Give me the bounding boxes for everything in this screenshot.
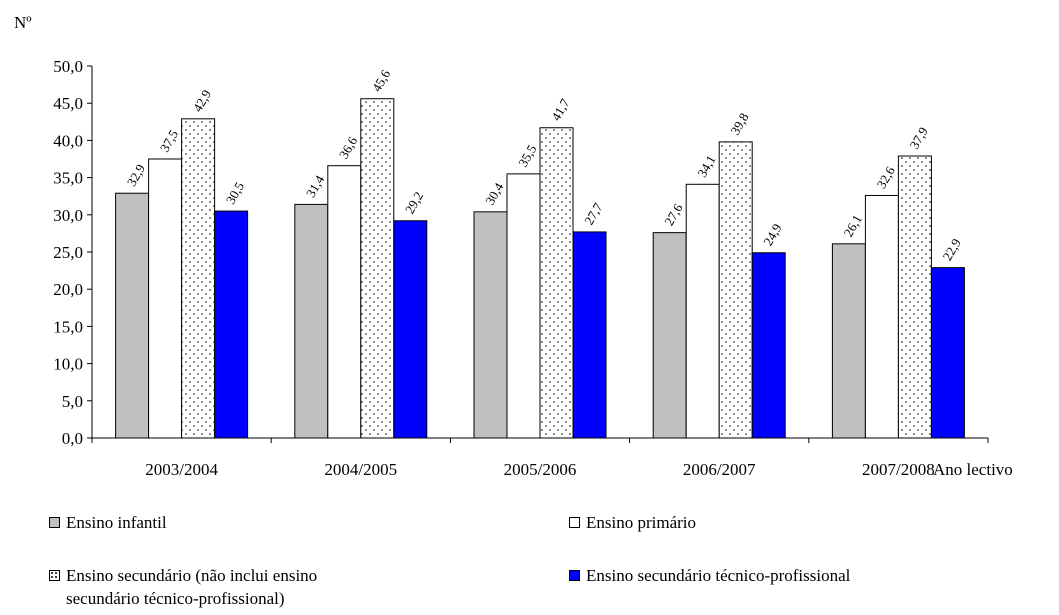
bar [685, 183, 720, 439]
bar [214, 210, 249, 439]
bar [327, 165, 362, 439]
y-tick-label: 25,0 [53, 243, 83, 262]
bar [864, 194, 899, 439]
bar-value-label: 34,1 [694, 153, 718, 180]
bar [751, 252, 786, 439]
bar-value-label: 37,5 [157, 127, 181, 154]
bar-value-label: 30,5 [223, 179, 247, 206]
y-tick-label: 50,0 [53, 57, 83, 76]
y-tick-label: 40,0 [53, 131, 83, 150]
y-axis: 0,0 5,0 10,0 15,0 20,0 25,0 30,0 35,0 40,0 45,0 50… [53, 57, 93, 448]
bar-value-label: 37,9 [907, 124, 931, 151]
bar-value-label: 26,1 [841, 212, 865, 239]
y-tick-label: 10,0 [53, 355, 83, 374]
bar-value-label: 42,9 [190, 87, 214, 114]
bar [473, 211, 508, 439]
bar [115, 192, 150, 439]
bar [897, 155, 932, 439]
y-tick-label: 30,0 [53, 206, 83, 225]
bar-value-label: 24,9 [760, 221, 784, 248]
bar [930, 267, 965, 439]
legend-label: Ensino primário [586, 513, 697, 532]
x-tick-label: 2003/2004 [145, 460, 218, 479]
bar [360, 98, 395, 439]
bar [572, 231, 607, 439]
x-axis-title: Ano lectivo [933, 460, 1013, 479]
legend-item-ensino-infantil: Ensino infantil [49, 511, 167, 534]
y-tick-label: 20,0 [53, 280, 83, 299]
legend-swatch-tecnico [569, 569, 580, 581]
legend-item-ensino-secundario: Ensino secundário (não inclui ensino secu… [49, 564, 317, 610]
bar-value-label: 27,7 [581, 200, 606, 228]
bar-value-label: 29,2 [402, 189, 426, 216]
bar [181, 118, 216, 439]
x-tick-label: 2007/2008 [862, 460, 935, 479]
bar-value-label: 35,5 [515, 142, 539, 169]
y-tick-label: 45,0 [53, 94, 83, 113]
bar-value-label: 32,9 [124, 162, 148, 189]
legend-label: Ensino secundário técnico-profissional [586, 566, 851, 585]
x-tick-label: 2005/2006 [504, 460, 577, 479]
bar-value-label: 31,4 [303, 172, 328, 200]
bar [393, 220, 428, 439]
bar [294, 203, 329, 439]
y-tick-label: 0,0 [62, 429, 83, 448]
legend-item-ensino-primario: Ensino primário [569, 511, 696, 534]
bar [652, 232, 687, 439]
bar [506, 173, 541, 439]
bar-value-label: 27,6 [661, 201, 686, 229]
legend-label: Ensino infantil [66, 513, 167, 532]
bar-value-label: 32,6 [874, 163, 899, 191]
legend-swatch-primario [569, 516, 580, 528]
bar [539, 127, 574, 439]
bar-value-label: 22,9 [940, 236, 964, 263]
y-tick-label: 15,0 [53, 317, 83, 336]
bars [115, 98, 965, 439]
bar-value-label: 36,6 [336, 134, 361, 162]
y-axis-title: Nº [14, 13, 32, 32]
legend-label: Ensino secundário (não inclui ensino secu… [66, 566, 318, 608]
y-tick-label: 5,0 [62, 392, 83, 411]
legend-swatch-infantil [49, 516, 60, 528]
bar [148, 158, 183, 439]
bar-value-label: 30,4 [482, 180, 507, 208]
bar-value-label: 41,7 [548, 96, 573, 124]
bar [718, 141, 753, 439]
legend-swatch-secundario [49, 569, 60, 581]
x-axis: 2003/2004 2004/2005 2005/2006 2006/2007 2007… [91, 437, 989, 479]
x-tick-label: 2006/2007 [683, 460, 756, 479]
bar-value-label: 45,6 [369, 67, 394, 95]
legend-item-ensino-secundario-tecnico: Ensino secundário técnico-profissional [569, 564, 850, 587]
x-tick-label: 2004/2005 [324, 460, 397, 479]
y-tick-label: 35,0 [53, 169, 83, 188]
bar [831, 243, 866, 439]
bar-value-label: 39,8 [727, 110, 751, 137]
